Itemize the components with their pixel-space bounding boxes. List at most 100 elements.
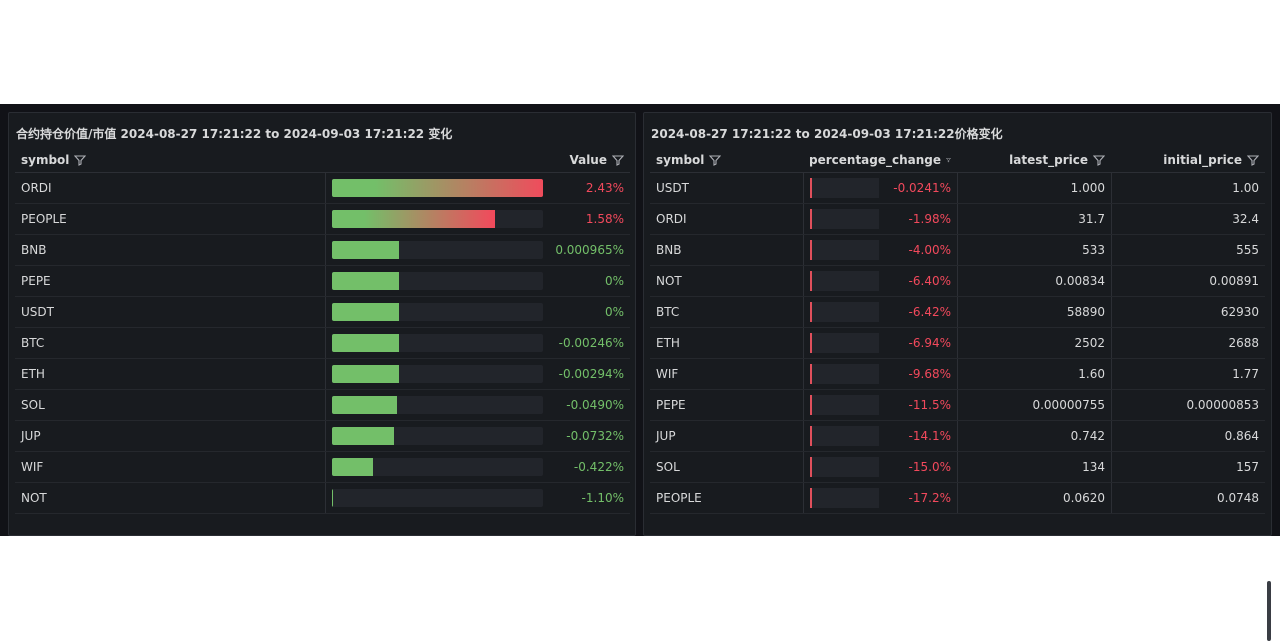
value-bar xyxy=(332,458,373,476)
latest-price-text: 1.60 xyxy=(1078,367,1105,381)
filter-icon[interactable] xyxy=(612,154,624,166)
initial-price-text: 157 xyxy=(1236,460,1259,474)
symbol-cell: ORDI xyxy=(650,204,803,234)
initial-price-text: 2688 xyxy=(1228,336,1259,350)
value-column-header[interactable]: Value xyxy=(325,147,630,172)
table-row[interactable]: PEOPLE -17.2% 0.0620 0.0748 xyxy=(650,483,1265,514)
symbol-cell: WIF xyxy=(15,452,325,482)
percentage-change-bar xyxy=(810,178,879,198)
value-bar xyxy=(332,241,399,259)
value-text: -0.00294% xyxy=(558,367,624,381)
symbol-cell: SOL xyxy=(15,390,325,420)
symbol-cell: BNB xyxy=(15,235,325,265)
latest-price-cell: 31.7 xyxy=(957,204,1111,234)
panel-title[interactable]: 2024-08-27 17:21:22 to 2024-09-03 17:21:… xyxy=(651,127,1003,141)
initial-price-text: 62930 xyxy=(1220,305,1259,319)
initial-price-header-label[interactable]: initial_price xyxy=(1163,152,1242,167)
value-gauge-cell xyxy=(325,266,548,296)
panel-title[interactable]: 合约持仓价值/市值 2024-08-27 17:21:22 to 2024-09… xyxy=(16,127,453,141)
table-row[interactable]: ORDI 2.43% xyxy=(15,173,630,204)
initial-price-text: 555 xyxy=(1236,243,1259,257)
value-cell: -1.10% xyxy=(548,483,630,513)
dashboard: 合约持仓价值/市值 2024-08-27 17:21:22 to 2024-09… xyxy=(0,104,1280,641)
percentage-change-bar xyxy=(810,426,879,446)
percentage-change-bar xyxy=(810,271,879,291)
table-row[interactable]: BNB 0.000965% xyxy=(15,235,630,266)
filter-icon[interactable] xyxy=(946,154,951,166)
table-row[interactable]: BTC -6.42% 58890 62930 xyxy=(650,297,1265,328)
value-gauge-cell xyxy=(325,173,548,203)
percentage-change-bar xyxy=(810,302,879,322)
symbol-column-header[interactable]: symbol xyxy=(15,147,325,172)
symbol-text: BNB xyxy=(21,243,47,257)
symbol-text: NOT xyxy=(21,491,47,505)
percentage-change-cell: -1.98% xyxy=(803,204,957,234)
percentage-change-bar xyxy=(810,488,879,508)
symbol-text: PEOPLE xyxy=(656,491,702,505)
percentage-change-header-label[interactable]: percentage_change xyxy=(809,152,942,167)
value-gauge-cell xyxy=(325,235,548,265)
initial-price-cell: 62930 xyxy=(1111,297,1265,327)
symbol-text: WIF xyxy=(21,460,44,474)
initial-price-cell: 0.00000853 xyxy=(1111,390,1265,420)
symbol-header-label[interactable]: symbol xyxy=(21,152,70,167)
percentage-change-bar xyxy=(810,457,879,477)
latest-price-cell: 533 xyxy=(957,235,1111,265)
table-row[interactable]: WIF -0.422% xyxy=(15,452,630,483)
value-bar xyxy=(332,210,495,228)
value-bar xyxy=(332,334,399,352)
table-row[interactable]: PEPE 0% xyxy=(15,266,630,297)
percentage-change-bar xyxy=(810,364,879,384)
initial-price-text: 1.77 xyxy=(1232,367,1259,381)
symbol-cell: USDT xyxy=(650,173,803,203)
table-row[interactable]: PEOPLE 1.58% xyxy=(15,204,630,235)
filter-icon[interactable] xyxy=(1247,154,1259,166)
symbol-cell: PEPE xyxy=(15,266,325,296)
filter-icon[interactable] xyxy=(74,154,87,166)
latest-price-header-label[interactable]: latest_price xyxy=(1009,152,1088,167)
symbol-text: USDT xyxy=(656,181,689,195)
initial-price-text: 1.00 xyxy=(1232,181,1259,195)
table-row[interactable]: PEPE -11.5% 0.00000755 0.00000853 xyxy=(650,390,1265,421)
value-header-label[interactable]: Value xyxy=(569,152,607,167)
table-row[interactable]: ETH -6.94% 2502 2688 xyxy=(650,328,1265,359)
symbol-text: PEPE xyxy=(656,398,686,412)
table-row[interactable]: ETH -0.00294% xyxy=(15,359,630,390)
table-row[interactable]: BTC -0.00246% xyxy=(15,328,630,359)
table-row[interactable]: NOT -1.10% xyxy=(15,483,630,514)
value-text: -0.422% xyxy=(573,460,624,474)
value-cell: -0.0732% xyxy=(548,421,630,451)
symbol-header-label[interactable]: symbol xyxy=(656,152,705,167)
percentage-change-text: -14.1% xyxy=(908,429,951,443)
scrollbar-thumb[interactable] xyxy=(1267,581,1271,641)
symbol-text: BNB xyxy=(656,243,682,257)
initial-price-cell: 1.00 xyxy=(1111,173,1265,203)
table-row[interactable]: USDT 0% xyxy=(15,297,630,328)
symbol-cell: ETH xyxy=(650,328,803,358)
initial-price-column-header[interactable]: initial_price xyxy=(1111,147,1265,172)
table-row[interactable]: ORDI -1.98% 31.7 32.4 xyxy=(650,204,1265,235)
value-bar-track xyxy=(332,241,543,259)
filter-icon[interactable] xyxy=(709,154,722,166)
latest-price-cell: 1.000 xyxy=(957,173,1111,203)
value-text: 2.43% xyxy=(585,181,624,195)
value-cell: -0.422% xyxy=(548,452,630,482)
table-row[interactable]: BNB -4.00% 533 555 xyxy=(650,235,1265,266)
table-header: symbol percentage_change latest_price in… xyxy=(650,147,1265,173)
table-row[interactable]: SOL -15.0% 134 157 xyxy=(650,452,1265,483)
table-row[interactable]: JUP -14.1% 0.742 0.864 xyxy=(650,421,1265,452)
percentage-change-text: -6.42% xyxy=(908,305,951,319)
table-row[interactable]: JUP -0.0732% xyxy=(15,421,630,452)
table-row[interactable]: WIF -9.68% 1.60 1.77 xyxy=(650,359,1265,390)
table-row[interactable]: SOL -0.0490% xyxy=(15,390,630,421)
percentage-change-column-header[interactable]: percentage_change xyxy=(803,147,957,172)
value-bar-track xyxy=(332,272,543,290)
table-row[interactable]: USDT -0.0241% 1.000 1.00 xyxy=(650,173,1265,204)
latest-price-column-header[interactable]: latest_price xyxy=(957,147,1111,172)
latest-price-cell: 58890 xyxy=(957,297,1111,327)
symbol-cell: ETH xyxy=(15,359,325,389)
table-row[interactable]: NOT -6.40% 0.00834 0.00891 xyxy=(650,266,1265,297)
filter-icon[interactable] xyxy=(1093,154,1105,166)
symbol-column-header[interactable]: symbol xyxy=(650,147,803,172)
value-bar-track xyxy=(332,489,543,507)
